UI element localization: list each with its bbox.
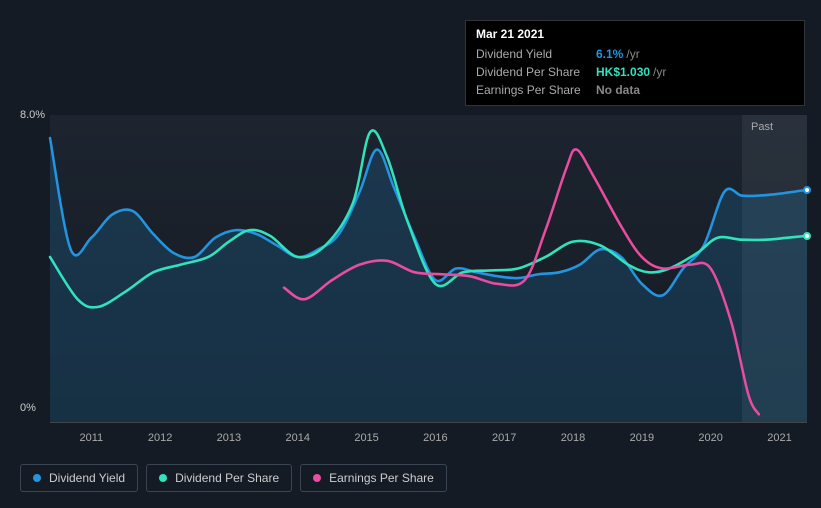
tooltip-row-unit: /yr <box>653 65 666 79</box>
legend-label: Dividend Per Share <box>175 471 279 485</box>
x-axis-tick: 2014 <box>285 432 309 444</box>
legend-item[interactable]: Dividend Yield <box>20 464 138 492</box>
tooltip-row: Earnings Per ShareNo data <box>476 81 794 99</box>
x-axis-tick: 2018 <box>561 432 585 444</box>
legend-item[interactable]: Dividend Per Share <box>146 464 292 492</box>
chart-area: 8.0% 0% Past 2011 2012 2013 2014 2015 2016 2017… <box>20 100 807 448</box>
chart-legend: Dividend Yield Dividend Per Share Earnings… <box>20 464 447 492</box>
x-axis-tick: 2015 <box>354 432 378 444</box>
series-end-marker <box>803 232 811 240</box>
tooltip-row-value: No data <box>596 83 640 97</box>
x-axis: 2011 2012 2013 2014 2015 2016 2017 2018 2019 2020… <box>50 428 807 448</box>
series-end-marker <box>803 186 811 194</box>
x-axis-tick: 2020 <box>698 432 722 444</box>
tooltip-row: Dividend Per ShareHK$1.030/yr <box>476 63 794 81</box>
legend-dot <box>33 474 41 482</box>
x-axis-tick: 2017 <box>492 432 516 444</box>
x-axis-tick: 2011 <box>79 432 103 444</box>
tooltip-row: Dividend Yield6.1%/yr <box>476 45 794 63</box>
tooltip-row-label: Dividend Per Share <box>476 65 596 79</box>
legend-label: Dividend Yield <box>49 471 125 485</box>
plot-region[interactable]: Past <box>50 115 807 423</box>
legend-label: Earnings Per Share <box>329 471 434 485</box>
y-axis-label: 8.0% <box>20 109 45 121</box>
legend-dot <box>159 474 167 482</box>
tooltip-row-value: 6.1%/yr <box>596 47 640 61</box>
chart-tooltip: Mar 21 2021 Dividend Yield6.1%/yrDividen… <box>465 20 805 106</box>
tooltip-row-value: HK$1.030/yr <box>596 65 666 79</box>
series-fill <box>50 138 807 422</box>
x-axis-tick: 2019 <box>630 432 654 444</box>
legend-dot <box>313 474 321 482</box>
past-label: Past <box>751 121 773 133</box>
x-axis-tick: 2021 <box>767 432 791 444</box>
x-axis-tick: 2012 <box>148 432 172 444</box>
x-axis-tick: 2013 <box>217 432 241 444</box>
legend-item[interactable]: Earnings Per Share <box>300 464 447 492</box>
x-axis-tick: 2016 <box>423 432 447 444</box>
y-axis-label: 0% <box>20 402 36 414</box>
tooltip-date: Mar 21 2021 <box>476 27 794 41</box>
tooltip-row-label: Dividend Yield <box>476 47 596 61</box>
tooltip-row-label: Earnings Per Share <box>476 83 596 97</box>
tooltip-row-unit: /yr <box>626 47 639 61</box>
